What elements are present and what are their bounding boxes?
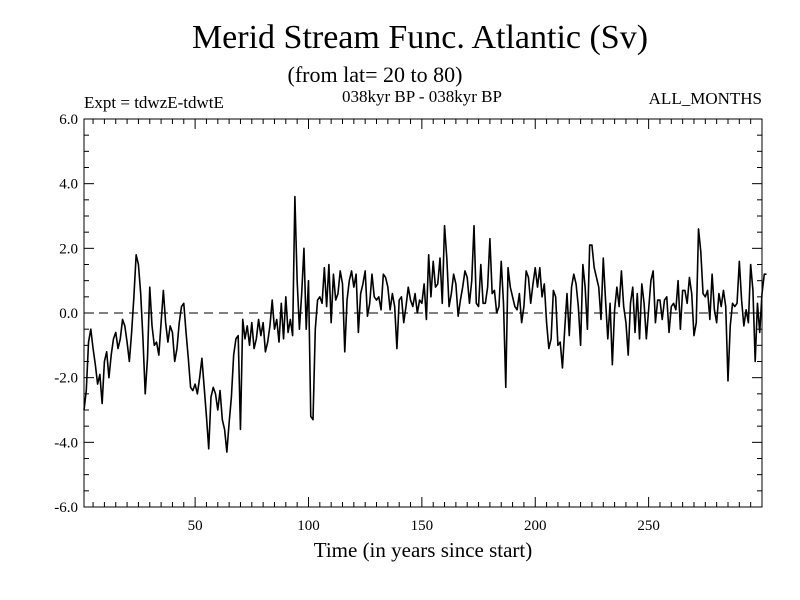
x-tick-label: 150 (411, 518, 434, 534)
y-tick-label: -2.0 (54, 371, 78, 387)
x-tick-label: 250 (637, 518, 660, 534)
axis-ticks (84, 119, 762, 507)
chart-subtitle: (from lat= 20 to 80) (288, 62, 463, 87)
y-tick-label: 0.0 (59, 306, 78, 322)
x-axis-label: Time (in years since start) (314, 538, 533, 562)
y-tick-label: -4.0 (54, 435, 78, 451)
period-label: 038kyr BP - 038kyr BP (342, 87, 502, 106)
chart-title: Merid Stream Func. Atlantic (Sv) (192, 19, 648, 56)
x-tick-label: 100 (297, 518, 320, 534)
y-tick-label: 6.0 (59, 112, 78, 128)
x-tick-label: 50 (188, 518, 203, 534)
y-tick-label: -6.0 (54, 500, 78, 516)
experiment-label: Expt = tdwzE-tdwtE (84, 93, 224, 112)
y-tick-label: 2.0 (59, 241, 78, 257)
y-tick-label: 4.0 (59, 177, 78, 193)
series-line (83, 195, 767, 453)
tick-labels: 50 100 150 200 250 -6.0 -4.0 -2.0 0.0 2.0 4.0 6.0 (54, 112, 660, 534)
months-label: ALL_MONTHS (649, 89, 762, 108)
x-tick-label: 200 (524, 518, 547, 534)
